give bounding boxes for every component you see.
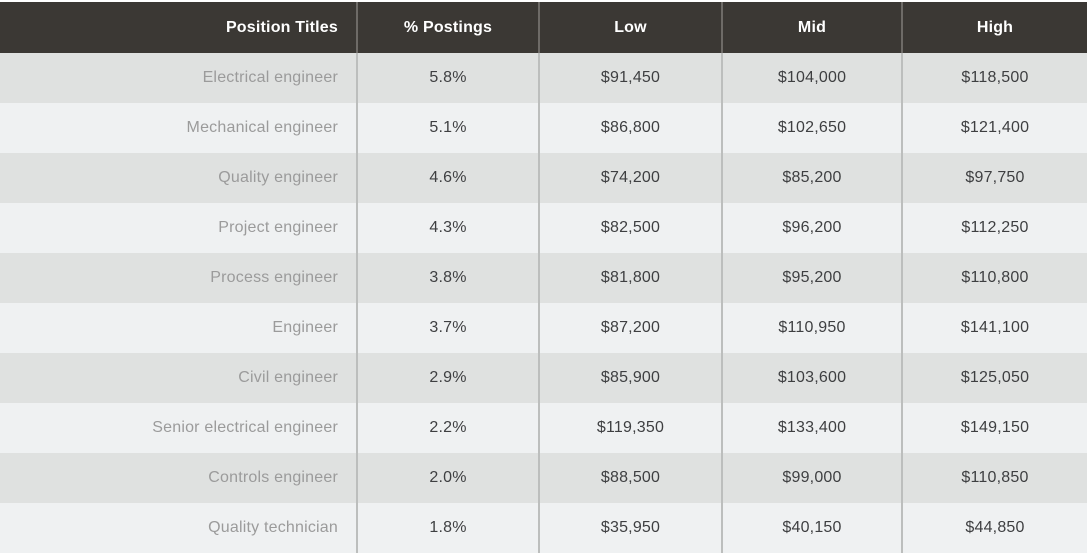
table-row: Project engineer 4.3% $82,500 $96,200 $112,2… [0,203,1087,253]
cell-position-title: Quality engineer [0,153,357,203]
cell-low-salary: $87,200 [538,303,722,353]
cell-percent-postings: 3.7% [356,303,539,353]
table-body: Electrical engineer 5.8% $91,450 $104,000 $1… [0,53,1087,553]
cell-mid-salary: $133,400 [721,403,902,453]
cell-high-salary: $110,850 [901,453,1087,503]
cell-mid-salary: $40,150 [721,503,902,553]
cell-high-salary: $112,250 [901,203,1087,253]
table-row: Engineer 3.7% $87,200 $110,950 $141,100 [0,303,1087,353]
cell-low-salary: $81,800 [538,253,722,303]
cell-percent-postings: 2.9% [356,353,539,403]
header-row: Position Titles % Postings Low Mid High [0,2,1087,53]
cell-mid-salary: $85,200 [721,153,902,203]
cell-position-title: Quality technician [0,503,357,553]
cell-low-salary: $74,200 [538,153,722,203]
table-row: Quality technician 1.8% $35,950 $40,150 $44,… [0,503,1087,553]
cell-mid-salary: $102,650 [721,103,902,153]
cell-mid-salary: $96,200 [721,203,902,253]
cell-mid-salary: $95,200 [721,253,902,303]
cell-percent-postings: 2.2% [356,403,539,453]
cell-low-salary: $85,900 [538,353,722,403]
table-row: Controls engineer 2.0% $88,500 $99,000 $110,… [0,453,1087,503]
cell-position-title: Process engineer [0,253,357,303]
cell-percent-postings: 5.1% [356,103,539,153]
cell-mid-salary: $99,000 [721,453,902,503]
cell-low-salary: $119,350 [538,403,722,453]
table-header: Position Titles % Postings Low Mid High [0,2,1087,53]
cell-position-title: Project engineer [0,203,357,253]
cell-mid-salary: $104,000 [721,53,902,103]
cell-low-salary: $35,950 [538,503,722,553]
cell-position-title: Civil engineer [0,353,357,403]
column-header-high: High [901,2,1087,53]
table-row: Mechanical engineer 5.1% $86,800 $102,650 $1… [0,103,1087,153]
cell-high-salary: $118,500 [901,53,1087,103]
cell-mid-salary: $103,600 [721,353,902,403]
cell-low-salary: $88,500 [538,453,722,503]
cell-percent-postings: 5.8% [356,53,539,103]
cell-low-salary: $82,500 [538,203,722,253]
cell-high-salary: $141,100 [901,303,1087,353]
column-header-low: Low [538,2,722,53]
cell-position-title: Controls engineer [0,453,357,503]
cell-high-salary: $97,750 [901,153,1087,203]
column-header-position-titles: Position Titles [0,2,357,53]
column-header-percent-postings: % Postings [356,2,539,53]
table-row: Quality engineer 4.6% $74,200 $85,200 $97,75… [0,153,1087,203]
table-row: Civil engineer 2.9% $85,900 $103,600 $125,05… [0,353,1087,403]
cell-percent-postings: 4.3% [356,203,539,253]
cell-position-title: Electrical engineer [0,53,357,103]
cell-percent-postings: 3.8% [356,253,539,303]
cell-position-title: Mechanical engineer [0,103,357,153]
cell-percent-postings: 4.6% [356,153,539,203]
cell-high-salary: $121,400 [901,103,1087,153]
cell-percent-postings: 1.8% [356,503,539,553]
cell-high-salary: $125,050 [901,353,1087,403]
cell-low-salary: $86,800 [538,103,722,153]
table-row: Senior electrical engineer 2.2% $119,350 $1… [0,403,1087,453]
column-header-mid: Mid [721,2,902,53]
table-row: Process engineer 3.8% $81,800 $95,200 $110,8… [0,253,1087,303]
cell-high-salary: $149,150 [901,403,1087,453]
cell-position-title: Senior electrical engineer [0,403,357,453]
cell-low-salary: $91,450 [538,53,722,103]
table-row: Electrical engineer 5.8% $91,450 $104,000 $1… [0,53,1087,103]
cell-high-salary: $110,800 [901,253,1087,303]
cell-percent-postings: 2.0% [356,453,539,503]
cell-position-title: Engineer [0,303,357,353]
cell-high-salary: $44,850 [901,503,1087,553]
cell-mid-salary: $110,950 [721,303,902,353]
